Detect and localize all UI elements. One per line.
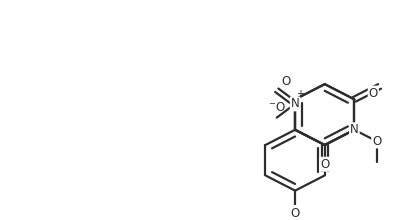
Text: $^{-}$O: $^{-}$O: [268, 101, 286, 114]
Text: O: O: [372, 135, 381, 148]
Text: O: O: [369, 87, 378, 100]
Text: N: N: [291, 97, 299, 110]
Text: O: O: [282, 75, 291, 88]
Text: O: O: [320, 158, 329, 171]
Text: +: +: [296, 89, 304, 99]
Text: N: N: [350, 123, 359, 136]
Text: O: O: [291, 207, 300, 220]
